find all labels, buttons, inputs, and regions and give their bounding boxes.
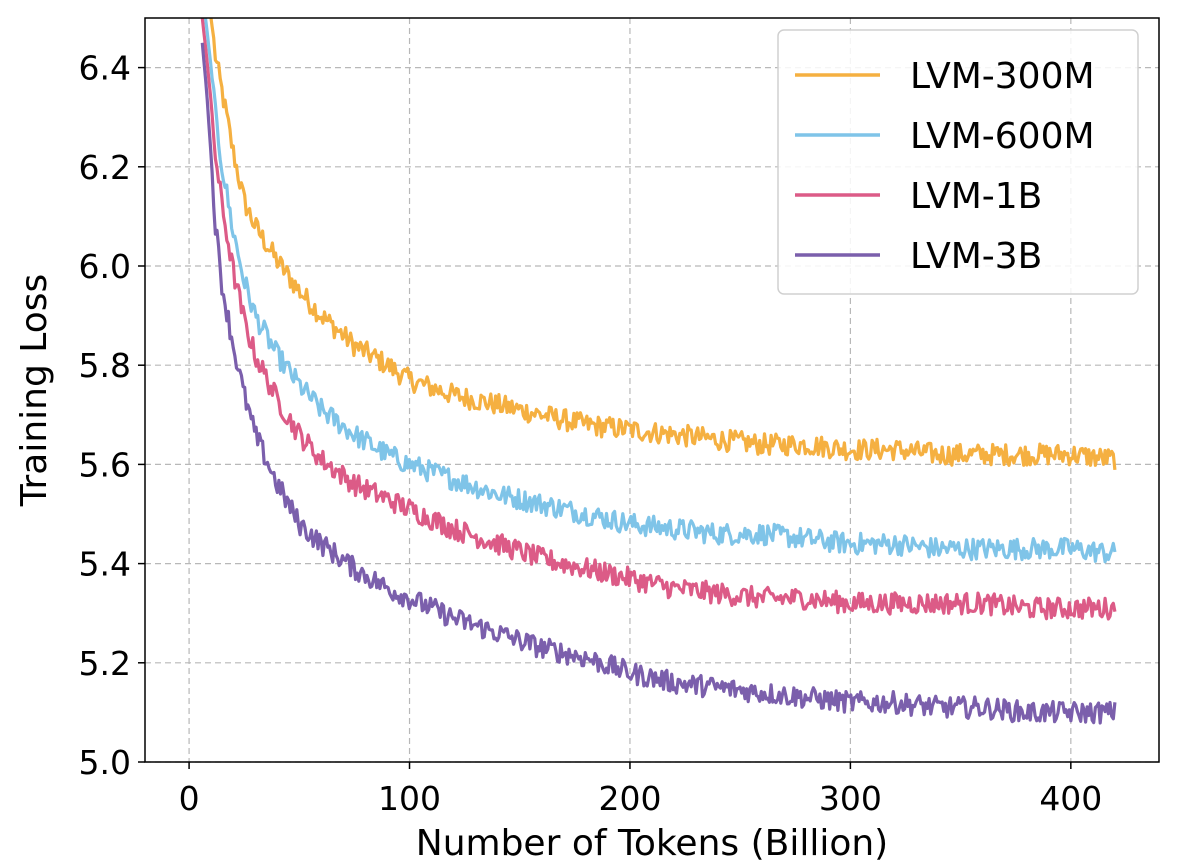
y-axis-title: Training Loss (14, 274, 55, 507)
series-line-lvm-1b (200, 18, 1117, 621)
legend: LVM-300M LVM-600M LVM-1B LVM-3B (777, 29, 1139, 295)
y-tick-label: 6.0 (79, 247, 131, 286)
y-tick-label: 5.8 (79, 346, 131, 385)
legend-label: LVM-1B (910, 176, 1042, 217)
y-tick-label: 5.6 (79, 445, 131, 484)
legend-label: LVM-300M (910, 56, 1095, 97)
y-tick-label: 5.4 (79, 545, 131, 584)
x-tick-label: 0 (179, 779, 200, 818)
series-line-lvm-600m (203, 18, 1117, 564)
y-tick-label: 5.2 (79, 644, 131, 683)
y-tick-label: 5.0 (79, 743, 131, 782)
x-tick-label: 200 (598, 779, 661, 818)
series-line-lvm-300m (209, 18, 1117, 471)
legend-label: LVM-600M (910, 116, 1095, 157)
x-axis-title: Number of Tokens (Billion) (416, 823, 888, 864)
x-tick-label: 400 (1039, 779, 1102, 818)
x-tick-label: 100 (378, 779, 441, 818)
legend-box (777, 29, 1139, 295)
y-tick-label: 6.4 (79, 49, 131, 88)
x-axis-ticks: 0 100 200 300 400 (179, 762, 1102, 818)
plot-frame (144, 17, 1160, 763)
series-lines (200, 18, 1117, 725)
x-tick-label: 300 (819, 779, 882, 818)
legend-label: LVM-3B (910, 236, 1042, 277)
series-line-lvm-3b (200, 42, 1117, 725)
y-tick-label: 6.2 (79, 148, 131, 187)
y-axis-ticks: 5.0 5.2 5.4 5.6 5.8 6.0 6.2 6.4 (79, 49, 145, 782)
